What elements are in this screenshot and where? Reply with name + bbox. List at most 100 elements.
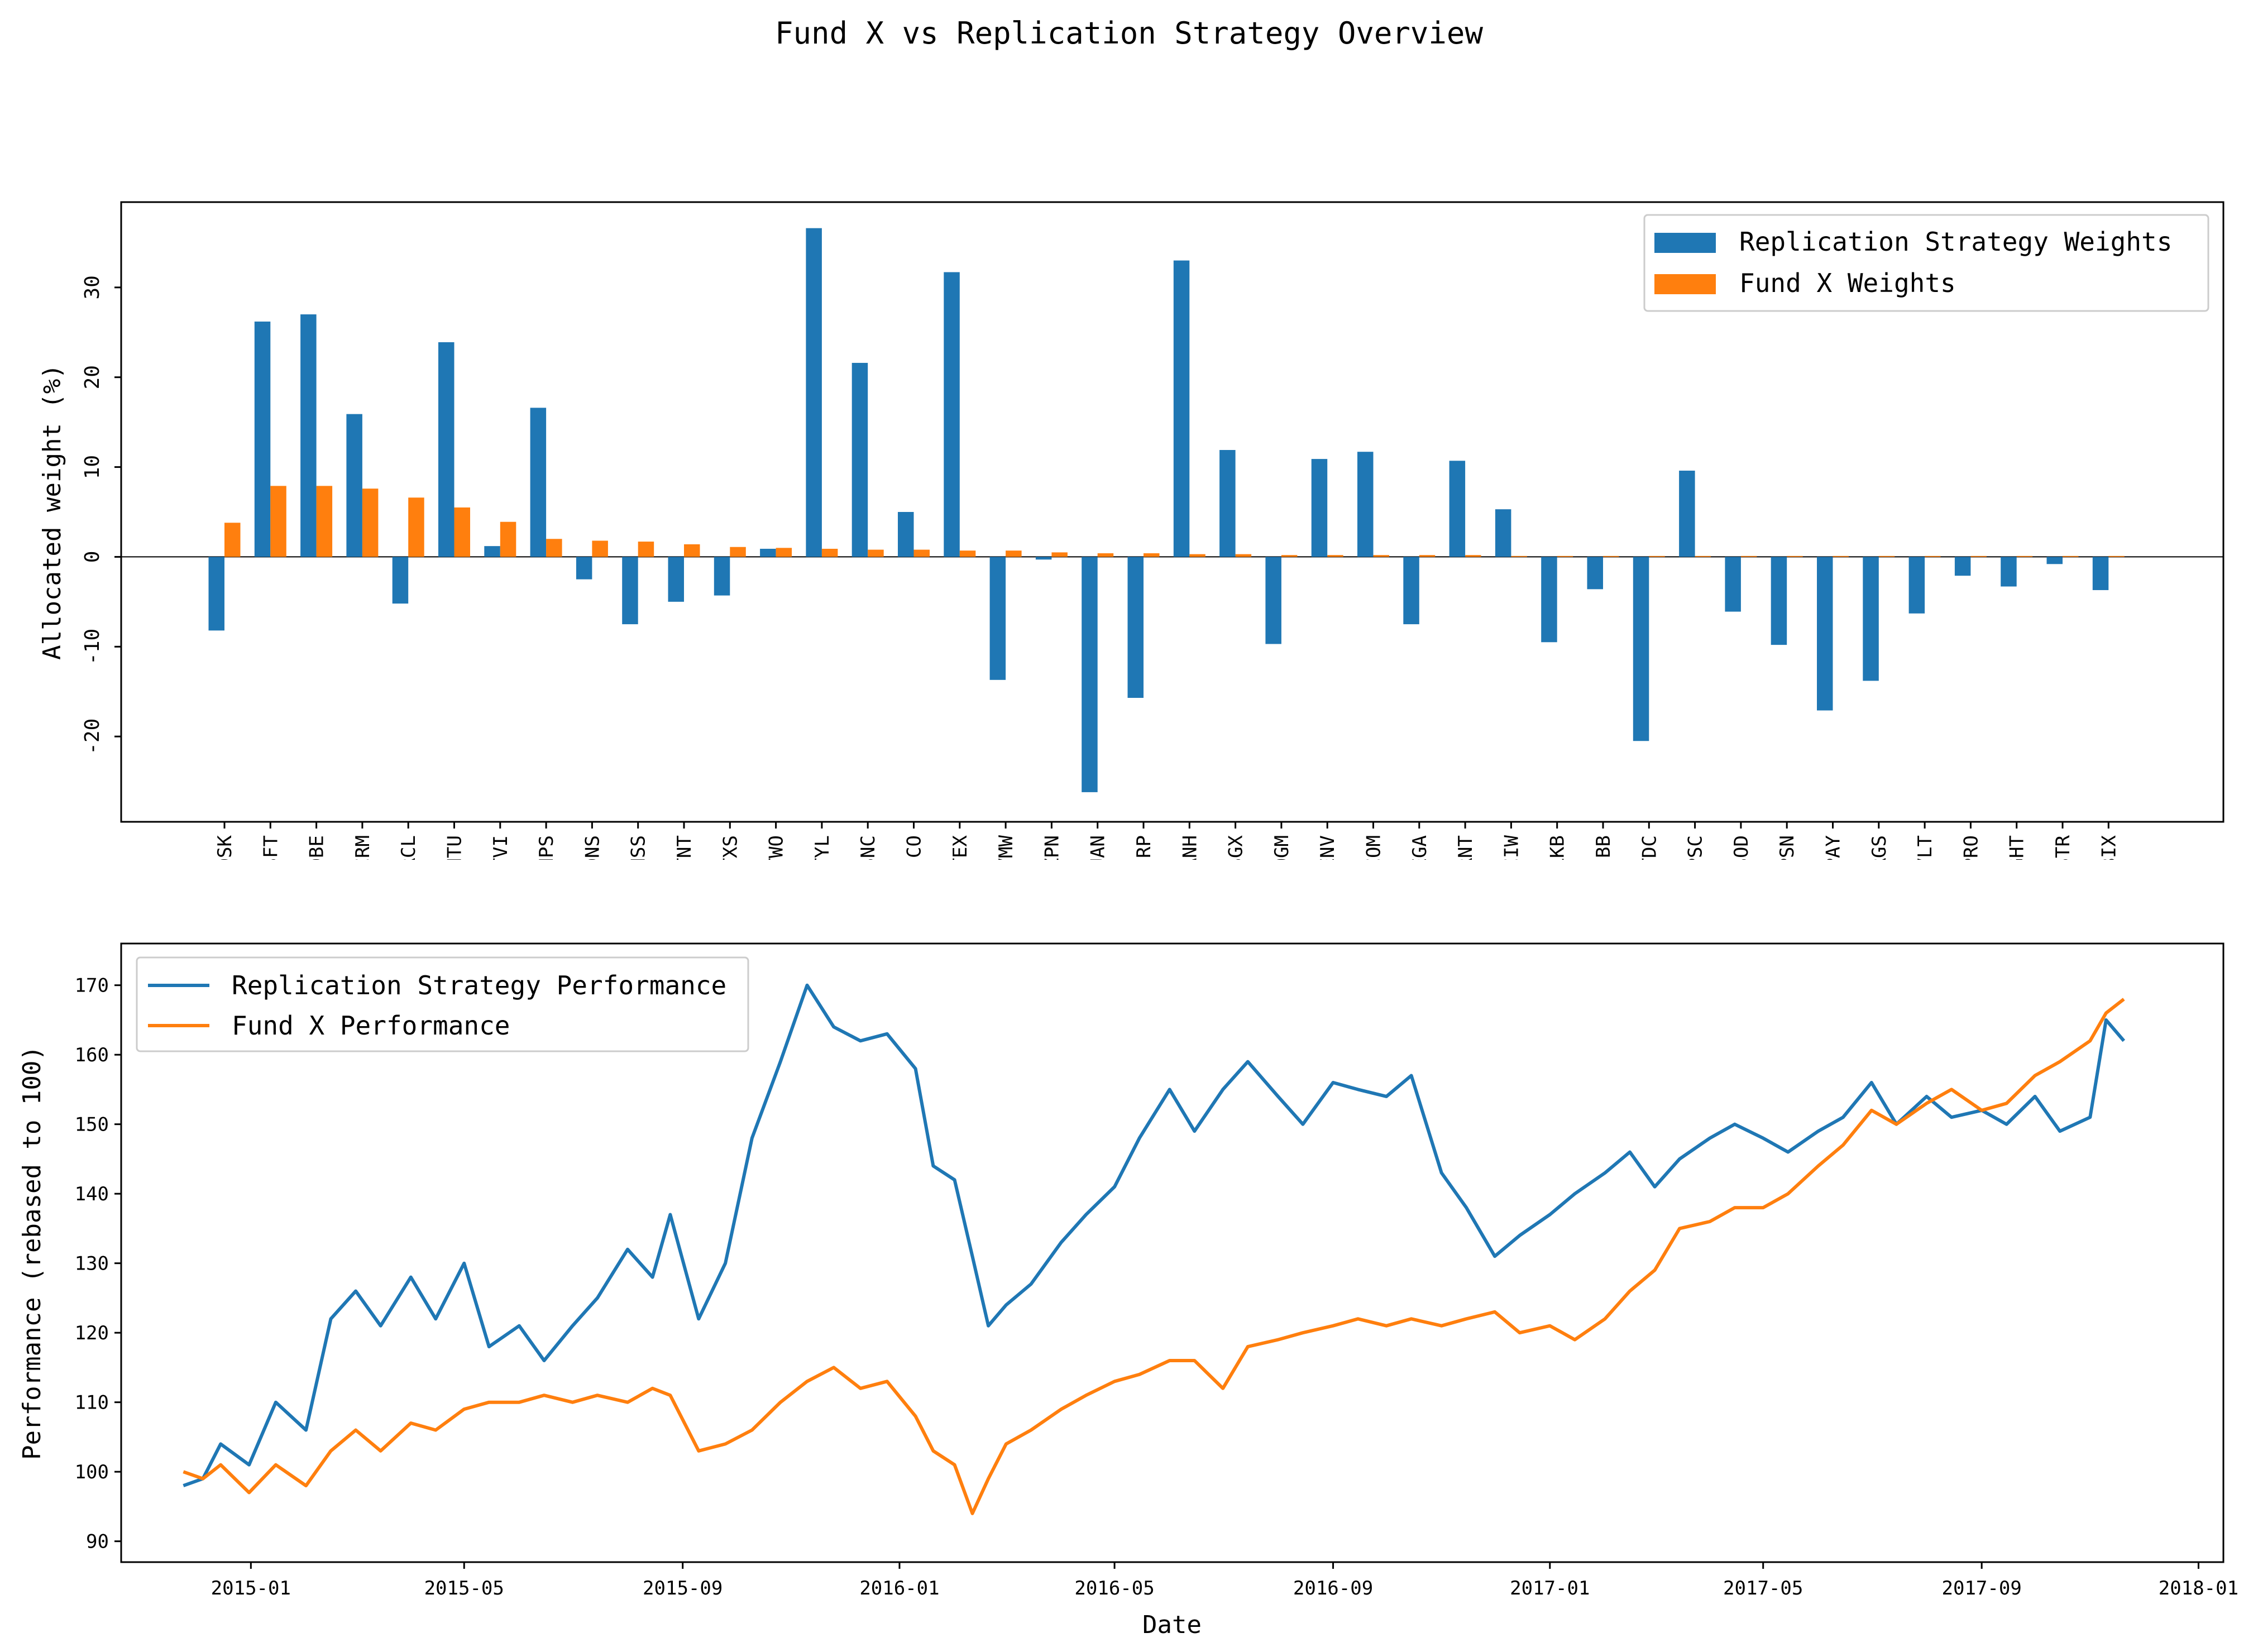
bar-legend-label: Replication Strategy Weights [1739,227,2172,257]
bar-x-tick-label: SNPS [535,835,558,860]
fund-weight-bar [1465,555,1481,557]
replication-weight-bar [1035,557,1052,560]
replication-weight-bar [484,546,500,557]
fund-performance-line [183,998,2125,1515]
fund-weight-bar [776,548,792,557]
bar-x-tick-label: PRO [1960,835,1982,860]
line-plot-frame [120,942,2224,1563]
fund-weight-bar [1051,552,1068,557]
bar-y-tick-label: -20 [81,719,104,755]
replication-weight-bar [1127,557,1144,698]
fund-weight-bar [959,550,976,557]
bar-x-tick-label: PRGS [1868,835,1891,860]
bar-x-tick-label: ANSS [628,835,650,860]
bar-x-tick-label: JCOM [1363,835,1385,860]
fund-weight-bar [500,521,516,557]
bar-x-tick-label: MSFT [260,835,282,860]
line-y-tick-label: 140 [75,1183,109,1205]
replication-weight-bar [1908,557,1925,614]
replication-performance-line [183,983,2126,1487]
bar-y-tick-label: 30 [81,275,104,299]
replication-weight-bar [1082,557,1098,792]
replication-weight-bar [760,548,776,557]
bar-x-tick-label: CSOD [1730,835,1753,860]
bar-y-tick-label: 10 [81,455,104,479]
fund-weight-bar [913,549,930,557]
line-x-tick-label: 2015-05 [424,1577,504,1600]
fund-weight-bar [868,549,884,557]
replication-weight-bar [1311,459,1328,557]
bar-legend-swatch [1654,274,1716,294]
fund-weight-bar [2108,556,2125,557]
replication-weight-bar [1357,452,1374,557]
replication-weight-bar [1495,509,1511,557]
bar-x-tick-label: AZPN [1041,835,1063,860]
line-x-tick-label: 2016-01 [859,1577,939,1600]
line-x-tick-label: 2016-05 [1074,1577,1154,1600]
bar-y-tick-label: -10 [81,629,104,665]
fund-weight-bar [1970,556,1987,557]
line-x-axis-label: Date [1142,1611,1202,1639]
fund-weight-bar [1833,556,1849,557]
replication-weight-bar [254,321,271,557]
bar-legend-swatch [1654,233,1716,253]
bar-x-tick-label: BB [1592,835,1615,858]
fund-weight-bar [1878,556,1895,557]
bar-x-tick-label: VRNT [1455,835,1477,860]
replication-weight-bar [2046,557,2063,564]
bar-x-tick-label: BLKB [1547,835,1569,860]
bar-x-tick-label: EBIX [2098,835,2120,860]
line-y-tick-label: 160 [75,1044,109,1066]
replication-weight-bar [300,314,317,557]
fund-weight-bar [1511,556,1527,557]
replication-weight-bar [622,557,638,625]
bar-x-tick-label: VMW [995,835,1017,860]
line-legend-label: Replication Strategy Performance [232,970,726,1000]
line-y-tick-label: 130 [75,1253,109,1275]
replication-weight-bar [898,512,914,557]
replication-weight-bar [1219,450,1236,557]
fund-weight-bar [1144,553,1160,557]
replication-weight-bar [438,342,455,557]
bar-x-tick-label: PEGA [1409,835,1431,860]
weights-bar-chart: Allocated weight (%) -20 -10 0 10 20 30 ADSK MS… [38,201,2224,860]
bar-x-tick-label: NUAN [1087,835,1109,860]
fund-weight-bar [1281,555,1298,557]
line-x-tick-label: 2015-09 [643,1577,723,1600]
performance-line-chart: Date Performance (rebased to 100) 90 100 1… [18,942,2238,1639]
bar-x-tick-label: FTNT [673,835,696,860]
fund-weight-bar [1189,554,1205,557]
replication-weight-bar [576,557,592,580]
replication-weight-bar [346,414,362,557]
fund-weight-bar [1695,556,1711,557]
line-y-tick-label: 170 [75,975,109,997]
fund-weight-bar [316,486,333,557]
fund-weight-bar [454,507,470,557]
bar-x-tick-label: ATVI [490,835,512,860]
replication-weight-bar [714,557,730,596]
replication-weight-bar [944,272,960,557]
bar-x-tick-label: DSGX [1225,835,1247,860]
bar-x-tick-label: CRM [352,835,374,860]
line-y-tick-label: 90 [86,1531,109,1553]
bar-x-tick-label: ENV [1317,835,1339,860]
replication-weight-bar [1954,557,1971,576]
replication-weight-bar [1449,461,1466,557]
line-legend [136,956,749,1052]
fund-weight-bar [592,540,608,557]
bar-legend-label: Fund X Weights [1739,268,1956,298]
replication-weight-bar [1587,557,1603,590]
replication-weight-bar [1679,471,1695,557]
bar-x-tick-label: INTU [444,835,466,860]
line-y-tick-label: 110 [75,1392,109,1414]
fund-weight-bar [362,489,379,557]
replication-weight-bar [1541,557,1557,643]
replication-weight-bar [1173,260,1190,557]
fund-weight-bar [1557,556,1573,557]
bar-x-tick-label: EPAY [1822,835,1845,860]
replication-weight-bar [806,228,822,557]
fund-weight-bar [1603,556,1619,557]
fund-weight-bar [684,544,700,557]
line-y-axis-label: Performance (rebased to 100) [18,1046,46,1460]
bar-x-tick-label: RP [1133,835,1155,858]
